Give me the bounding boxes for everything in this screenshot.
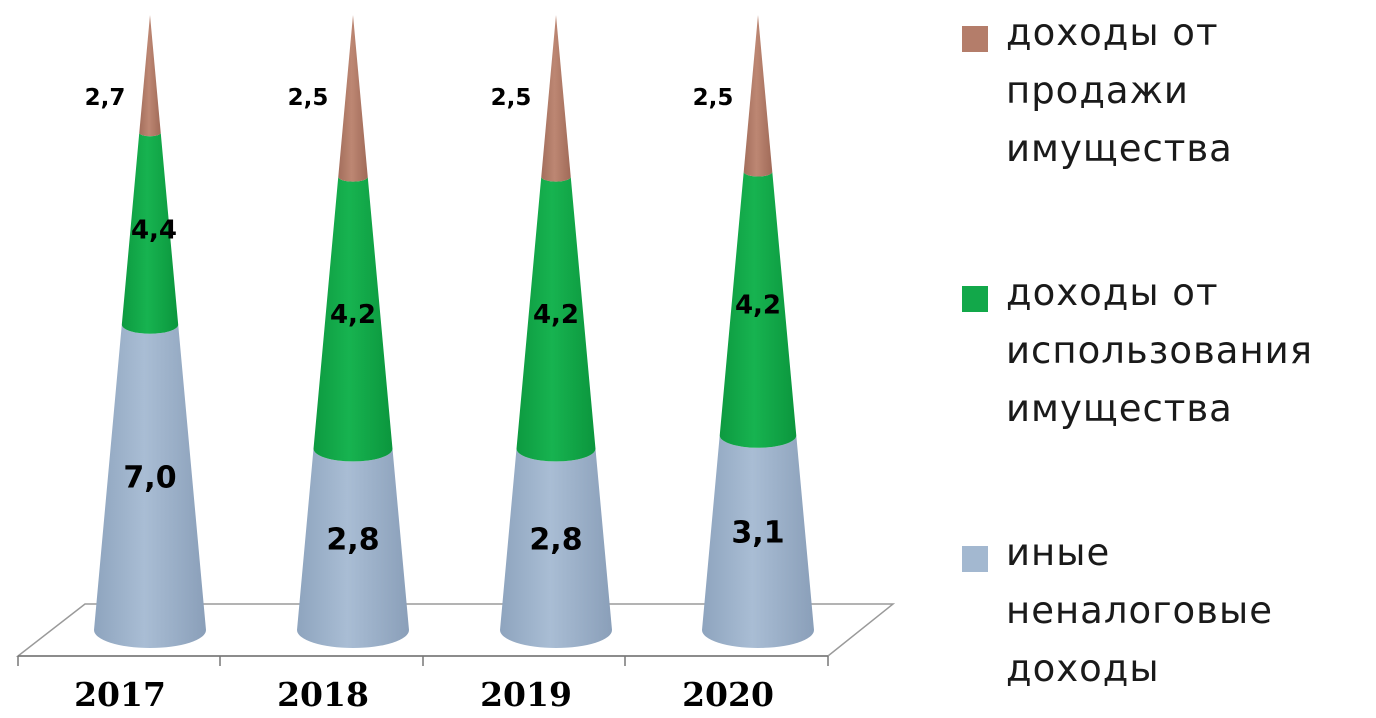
- legend-label-line: продажи: [1006, 69, 1189, 112]
- legend-label-line: доходы: [1006, 647, 1160, 690]
- cone-segment-other-2017: [94, 324, 206, 648]
- cone-2017: [94, 15, 206, 648]
- x-tick-label-2020: 2020: [682, 675, 774, 714]
- chart-plot: 7,0 4,4 2,7 2,8 4,2 2,5 2,8 4,2 2,5 3,1 4,2 2,5 201…: [15, 15, 896, 714]
- chart-x-axis-labels: 2017 2018 2019 2020: [74, 675, 774, 714]
- data-label-sale-2020: 2,5: [693, 85, 734, 111]
- cone-segment-other-2019: [500, 448, 612, 648]
- x-tick-label-2017: 2017: [74, 675, 166, 714]
- x-tick-label-2018: 2018: [277, 675, 369, 714]
- cone-segment-usage-2020: [719, 171, 797, 448]
- cone-segment-usage-2019: [516, 176, 596, 462]
- legend-label-line: имущества: [1006, 127, 1233, 170]
- legend-label: иные неналоговые доходы: [1006, 524, 1372, 698]
- cone-segment-other-2020: [702, 435, 814, 648]
- legend-swatch: [962, 286, 988, 312]
- cone-segment-usage-2017: [121, 132, 179, 334]
- cone-segment-sale-2017: [139, 15, 161, 137]
- legend-swatch: [962, 546, 988, 572]
- cone-segment-sale-2019: [541, 15, 571, 182]
- data-label-sale-2018: 2,5: [288, 85, 329, 111]
- cone-2018: [297, 15, 409, 648]
- data-label-usage-2019: 4,2: [533, 300, 579, 330]
- chart-cones: [94, 15, 814, 648]
- legend-label-line: иные неналоговые: [1006, 531, 1273, 632]
- chart-floor: [15, 603, 896, 666]
- cone-2019: [500, 15, 612, 648]
- data-label-usage-2018: 4,2: [330, 300, 376, 330]
- data-label-usage-2020: 4,2: [735, 291, 781, 321]
- data-label-sale-2017: 2,7: [85, 85, 126, 111]
- legend-label: доходы от использования имущества: [1006, 264, 1372, 438]
- data-label-other-2017: 7,0: [123, 460, 176, 495]
- cone-segment-other-2018: [297, 448, 409, 648]
- cone-2020: [702, 15, 814, 648]
- legend-label-line: имущества: [1006, 387, 1233, 430]
- cone-segment-sale-2018: [338, 15, 368, 182]
- cone-segment-sale-2020: [743, 15, 773, 177]
- data-label-other-2018: 2,8: [326, 522, 379, 557]
- legend-label-line: доходы от: [1006, 11, 1219, 54]
- chart-data-labels: 7,0 4,4 2,7 2,8 4,2 2,5 2,8 4,2 2,5 3,1 4,2 2,5: [85, 85, 785, 557]
- legend-label-line: использования: [1006, 329, 1313, 372]
- data-label-usage-2017: 4,4: [131, 216, 177, 246]
- data-label-other-2019: 2,8: [529, 522, 582, 557]
- legend-label: доходы от продажи имущества: [1006, 4, 1372, 178]
- data-label-sale-2019: 2,5: [491, 85, 532, 111]
- x-tick-label-2019: 2019: [480, 675, 572, 714]
- legend-swatch: [962, 26, 988, 52]
- legend-label-line: доходы от: [1006, 271, 1219, 314]
- data-label-other-2020: 3,1: [731, 516, 784, 551]
- cone-segment-usage-2018: [313, 176, 393, 462]
